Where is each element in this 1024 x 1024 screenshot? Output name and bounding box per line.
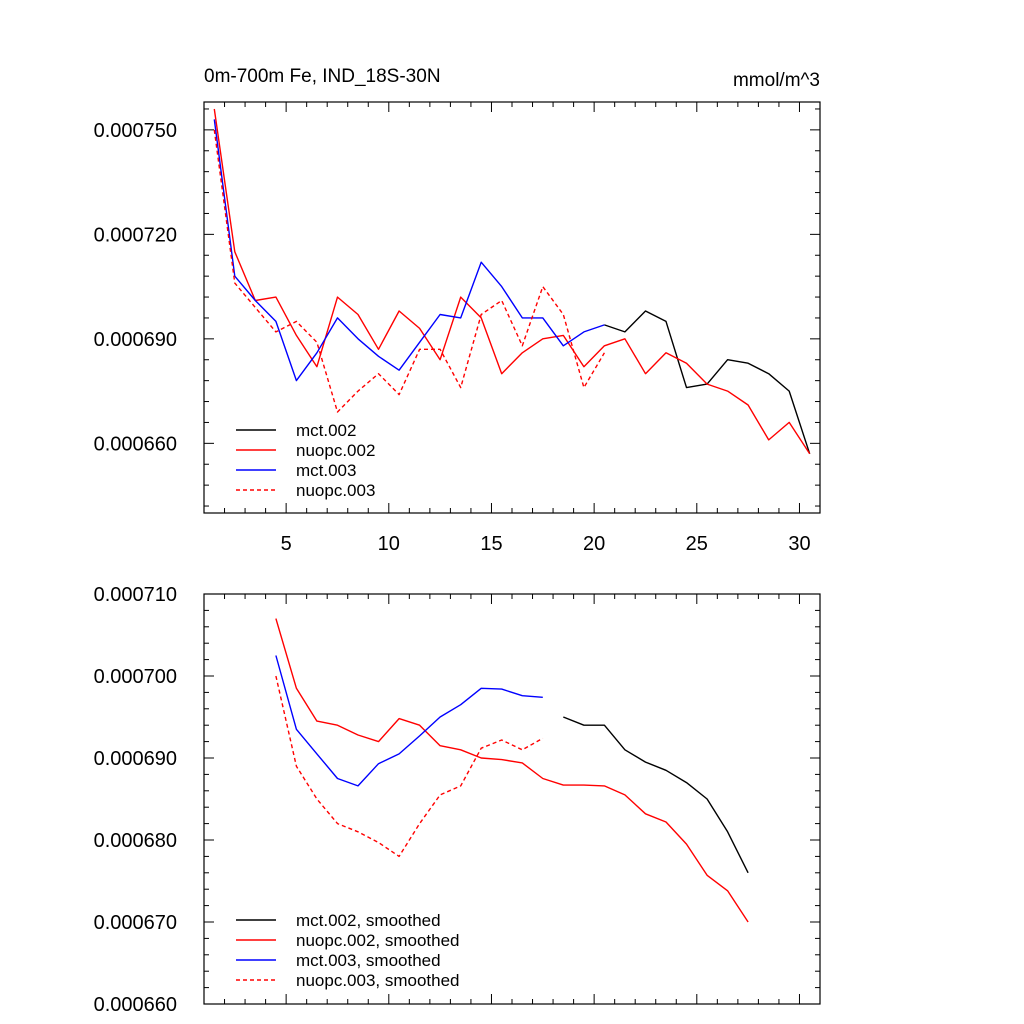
- top-x-tick-label: 30: [788, 533, 810, 555]
- bottom-y-tick-label: 0.000670: [94, 912, 177, 934]
- bottom-y-tick-label: 0.000700: [94, 666, 177, 688]
- top-x-tick-label: 15: [480, 533, 502, 555]
- bottom-chart-series: [275, 618, 749, 923]
- bottom-chart-ticks: 0.000660 0.000670 0.000680 0.000690 0.000700…: [94, 584, 821, 1016]
- top-chart-series: [213, 108, 811, 455]
- top-legend-label-0: mct.002: [296, 421, 356, 440]
- bottom-y-tick-label: 0.000690: [94, 748, 177, 770]
- top-series-line-3: [213, 129, 606, 413]
- top-series-line-1: [213, 108, 811, 455]
- top-legend-label-2: mct.003: [296, 461, 356, 480]
- bottom-y-tick-label: 0.000710: [94, 584, 177, 606]
- bottom-y-tick-label: 0.000660: [94, 994, 177, 1016]
- top-x-tick-label: 10: [378, 533, 400, 555]
- top-chart-frame: [203, 101, 821, 514]
- top-legend-label-1: nuopc.002: [296, 441, 375, 460]
- top-chart-title: 0m-700m Fe, IND_18S-30N: [204, 66, 441, 87]
- top-chart-units: mmol/m^3: [733, 70, 820, 91]
- bottom-legend-label-2: mct.003, smoothed: [296, 951, 441, 970]
- top-chart: 0m-700m Fe, IND_18S-30N mmol/m^3 5 10 15 20…: [94, 66, 821, 555]
- bottom-legend-label-1: nuopc.002, smoothed: [296, 931, 460, 950]
- bottom-chart-frame: [203, 593, 821, 1005]
- bottom-legend-label-3: nuopc.003, smoothed: [296, 971, 460, 990]
- bottom-series-line-2: [275, 655, 543, 787]
- top-x-tick-label: 5: [281, 533, 292, 555]
- top-series-line-2: [213, 119, 605, 382]
- top-x-tick-label: 20: [583, 533, 605, 555]
- bottom-series-line-3: [275, 675, 544, 858]
- top-series-line-0: [604, 310, 811, 455]
- top-legend-label-3: nuopc.003: [296, 481, 375, 500]
- top-y-tick-label: 0.000690: [94, 329, 177, 351]
- bottom-y-tick-label: 0.000680: [94, 830, 177, 852]
- bottom-series-line-0: [563, 716, 749, 874]
- bottom-series-line-1: [275, 618, 749, 923]
- bottom-legend-label-0: mct.002, smoothed: [296, 911, 441, 930]
- top-chart-ticks: 5 10 15 20 25 30 0.000660 0.000690 0.000720 0.000…: [94, 102, 821, 555]
- bottom-chart: 0.000660 0.000670 0.000680 0.000690 0.000700…: [94, 584, 821, 1016]
- top-x-tick-label: 25: [686, 533, 708, 555]
- top-y-tick-label: 0.000750: [94, 120, 177, 142]
- top-y-tick-label: 0.000660: [94, 433, 177, 455]
- top-y-tick-label: 0.000720: [94, 224, 177, 246]
